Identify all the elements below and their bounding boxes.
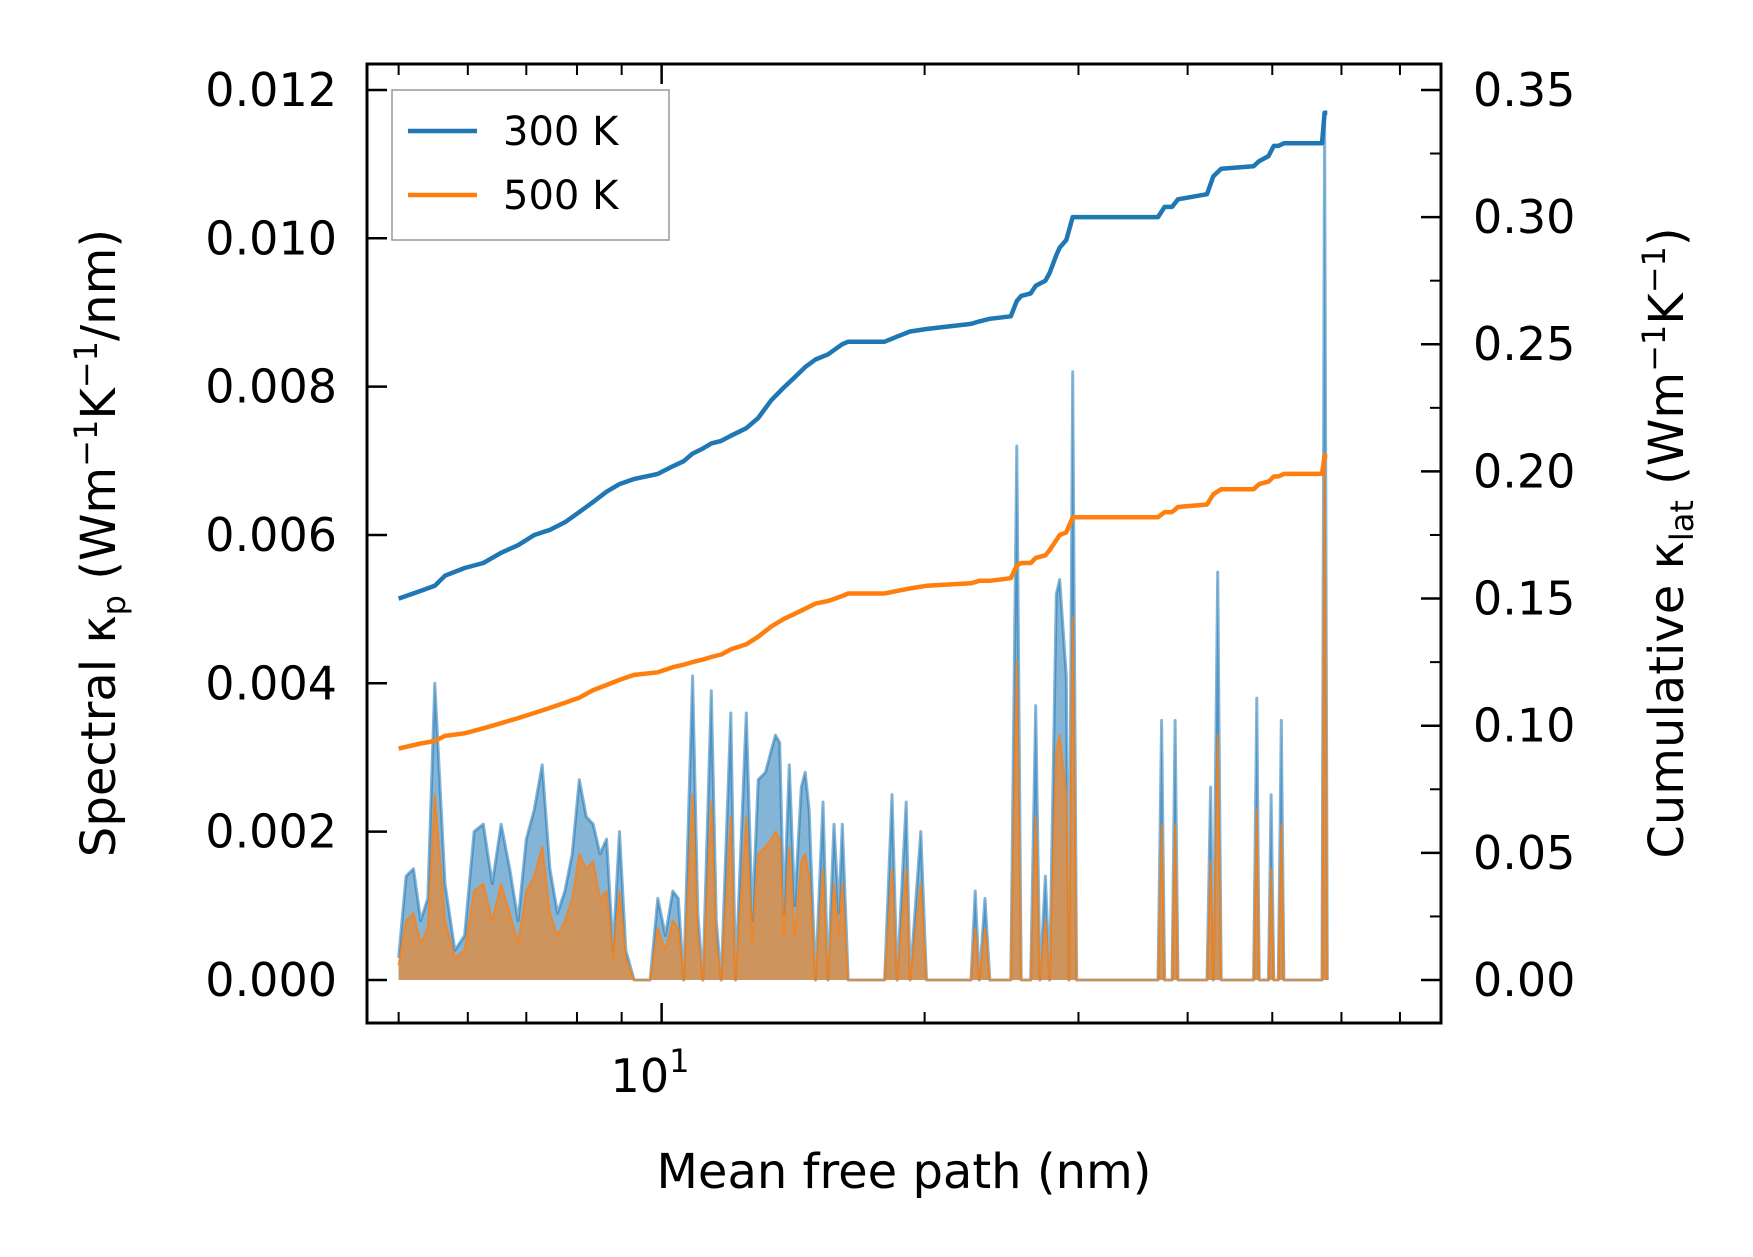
spectral-fill-500k	[398, 453, 1328, 980]
left-axis-label: Spectral κp (Wm−1K−1/nm)	[67, 229, 133, 857]
left-y-tick-label: 0.010	[205, 211, 337, 265]
left-y-tick-label: 0.004	[205, 656, 337, 710]
right-y-tick-label: 0.25	[1473, 317, 1575, 371]
legend: 300 K 500 K	[391, 89, 670, 241]
legend-box	[391, 89, 670, 241]
legend-label-500k: 500 K	[503, 173, 620, 219]
left-y-tick-label: 0.006	[205, 508, 337, 562]
ticks-layer: 0.000 0.002 0.004 0.006 0.008 0.010 0.012 0.00 0…	[205, 63, 1575, 1023]
right-axis-label: Cumulative κlat (Wm−1K−1)	[1635, 227, 1701, 858]
x-tick-label: 101	[611, 1042, 690, 1103]
left-y-tick-label: 0.012	[205, 63, 337, 117]
spectral-fill-300k	[398, 112, 1328, 980]
right-y-tick-label: 0.20	[1473, 444, 1575, 498]
right-y-tick-label: 0.35	[1473, 63, 1575, 117]
legend-label-300k: 300 K	[503, 109, 620, 155]
spectral-layer	[397, 110, 1329, 982]
x-axis-label: Mean free path (nm)	[657, 1144, 1152, 1200]
plot-frame	[365, 62, 1443, 1025]
right-y-tick-label: 0.05	[1473, 826, 1575, 880]
right-y-tick-label: 0.30	[1473, 190, 1575, 244]
spectral-line-500k	[397, 452, 1329, 981]
cumulative-layer	[397, 110, 1328, 751]
right-y-tick-label: 0.15	[1473, 572, 1575, 626]
right-y-tick-label: 0.10	[1473, 699, 1575, 753]
right-y-tick-label: 0.00	[1473, 953, 1575, 1007]
left-y-tick-label: 0.008	[205, 360, 337, 414]
left-y-tick-label: 0.002	[205, 805, 337, 859]
left-y-tick-label: 0.000	[205, 953, 337, 1007]
cumulative-line-500k	[398, 453, 1328, 751]
cumulative-line-300k	[397, 110, 1328, 601]
